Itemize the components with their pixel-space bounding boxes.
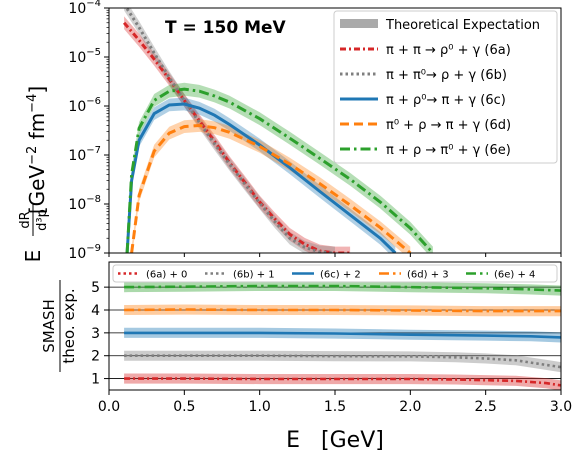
top-y-label-frac-num: dR (18, 211, 33, 228)
top-y-tick-label: 10−7 (68, 145, 101, 164)
bottom-y-tick-label: 2 (91, 349, 100, 365)
bottom-series-lines (124, 284, 561, 387)
top-y-label-prefix: E (21, 250, 45, 263)
bottom-legend-label: (6b) + 1 (233, 270, 275, 281)
bottom-x-tick-label: 2.5 (475, 399, 497, 415)
bottom-uncertainty-bands (124, 281, 561, 390)
top-legend: Theoretical Expectation π + π → ρ⁰ + γ (6… (333, 10, 558, 164)
bottom-panel: 1 2 3 4 5 0.0 0.5 1.0 1.5 2.0 2.5 3.0 SMASH theo. … (40, 261, 572, 453)
bottom-y-tick-label: 1 (91, 372, 100, 388)
bottom-band-4 (124, 281, 561, 296)
bottom-line-2 (124, 331, 561, 339)
bottom-legend-label: (6a) + 0 (146, 270, 187, 281)
legend-label: π + ρ⁰→ π + γ (6c) (386, 93, 506, 108)
bottom-line-1 (124, 354, 561, 369)
bottom-x-tick-label: 1.5 (324, 399, 346, 415)
bottom-line-4 (124, 284, 561, 292)
bottom-x-tick-label: 1.0 (249, 399, 271, 415)
top-line-6e (125, 87, 435, 253)
legend-label: π + ρ → π⁰ + γ (6e) (386, 143, 511, 158)
top-y-tick-label: 10−6 (68, 96, 101, 115)
top-line-6b (124, 8, 336, 253)
top-band-6e (127, 82, 433, 253)
bottom-band-2 (124, 327, 561, 343)
bottom-legend-label: (6d) + 3 (407, 270, 449, 281)
bottom-y-label-num: SMASH (40, 299, 58, 353)
bottom-band-3 (124, 304, 561, 317)
top-y-label-frac-den: d³p (35, 209, 50, 231)
top-y-label: [GeV−2 fm−4] E dR d³p (18, 86, 50, 262)
bottom-legend-label: (6c) + 2 (320, 270, 361, 281)
chart-title: T = 150 MeV (165, 18, 287, 38)
bottom-y-ticks: 1 2 3 4 5 (91, 280, 109, 388)
legend-label: π⁰ + ρ → π + γ (6d) (386, 118, 511, 133)
bottom-x-tick-label: 0.0 (98, 399, 120, 415)
bottom-band-1 (124, 350, 561, 373)
legend-label: π + π → ρ⁰ + γ (6a) (386, 43, 511, 58)
bottom-x-tick-label: 0.5 (173, 399, 195, 415)
top-y-tick-label: 10−4 (68, 0, 101, 17)
bottom-x-ticks: 0.0 0.5 1.0 1.5 2.0 2.5 3.0 (98, 390, 572, 415)
bottom-y-tick-label: 5 (91, 280, 100, 296)
legend-swatch-theoretical-expectation (340, 19, 378, 28)
top-y-tick-label: 10−8 (68, 194, 101, 213)
bottom-y-tick-label: 3 (91, 326, 100, 342)
top-y-tick-label: 10−5 (68, 47, 101, 66)
bottom-line-3 (124, 308, 561, 313)
legend-label: π + π⁰→ ρ + γ (6b) (386, 68, 507, 83)
top-legend-box (333, 10, 558, 164)
bottom-y-label: SMASH theo. exp. (40, 280, 78, 372)
bottom-band-0 (124, 373, 561, 390)
bottom-y-label-den: theo. exp. (60, 288, 78, 363)
bottom-x-tick-label: 2.0 (399, 399, 421, 415)
top-y-label-units: [GeV−2 fm−4] (25, 86, 49, 214)
top-series-lines (122, 8, 435, 253)
top-y-tick-label: 10−9 (68, 243, 101, 262)
bottom-x-tick-label: 3.0 (550, 399, 572, 415)
bottom-legend-box (112, 264, 558, 283)
bottom-legend: (6a) + 0 (6b) + 1 (6c) + 2 (6d) + 3 (6e) + 4 (112, 264, 558, 283)
top-panel: 10−9 10−8 10−7 10−6 10−5 10−4 T = 150 MeV [Ge… (18, 0, 562, 262)
top-band-6b (124, 8, 335, 253)
top-line-6d (130, 123, 412, 253)
top-line-6c (125, 102, 397, 253)
legend-label: Theoretical Expectation (385, 18, 540, 33)
bottom-line-0 (124, 377, 561, 387)
top-x-ticks (108, 253, 562, 257)
top-y-ticks: 10−9 10−8 10−7 10−6 10−5 10−4 (68, 0, 109, 262)
bottom-legend-label: (6e) + 4 (494, 270, 535, 281)
top-line-6a (122, 21, 351, 253)
bottom-y-tick-label: 4 (91, 303, 100, 319)
x-axis-label: E [GeV] (286, 428, 384, 453)
